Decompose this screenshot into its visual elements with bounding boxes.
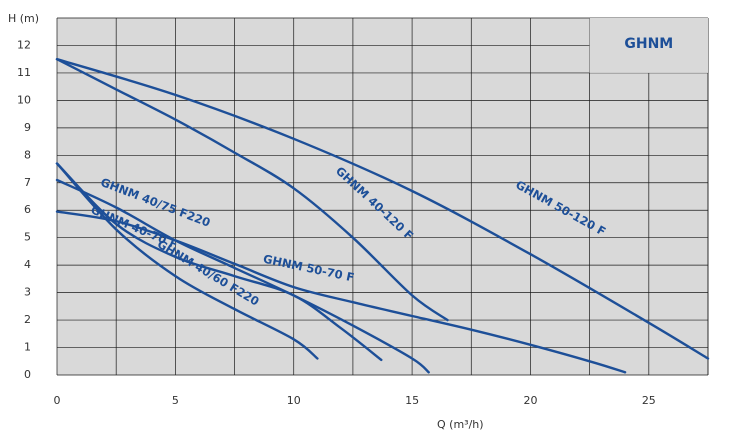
y-tick-label: 0: [24, 368, 31, 381]
x-tick-label: 0: [54, 394, 61, 407]
curves: [55, 58, 710, 374]
series-line-1: [55, 58, 449, 322]
y-tick-label: 9: [24, 121, 31, 134]
series-line-5: [55, 162, 319, 360]
series-line-4: [55, 162, 383, 362]
series-line-3: [55, 178, 430, 374]
y-tick-label: 10: [17, 93, 31, 106]
y-tick-label: 5: [24, 231, 31, 244]
y-tick-label: 1: [24, 341, 31, 354]
x-tick-label: 10: [287, 394, 301, 407]
y-tick-label: 6: [24, 203, 31, 216]
x-axis-title: Q (m³/h): [437, 418, 484, 431]
x-tick-label: 25: [642, 394, 656, 407]
brand-box-bg: [589, 18, 708, 73]
y-tick-label: 3: [24, 286, 31, 299]
series-line-2: [55, 210, 627, 374]
series-line-0: [55, 58, 710, 360]
chart-title: GHNM: [624, 36, 673, 52]
y-tick-label: 12: [17, 38, 31, 51]
x-tick-label: 15: [405, 394, 419, 407]
plot-area: [57, 18, 708, 375]
y-tick-label: 4: [24, 258, 31, 271]
y-axis-title: H (m): [8, 12, 39, 25]
y-tick-label: 11: [17, 66, 31, 79]
x-tick-label: 20: [523, 394, 537, 407]
y-tick-label: 7: [24, 176, 31, 189]
brand-box: GHNM: [589, 18, 708, 73]
y-tick-label: 2: [24, 313, 31, 326]
x-tick-label: 5: [172, 394, 179, 407]
y-tick-label: 8: [24, 148, 31, 161]
